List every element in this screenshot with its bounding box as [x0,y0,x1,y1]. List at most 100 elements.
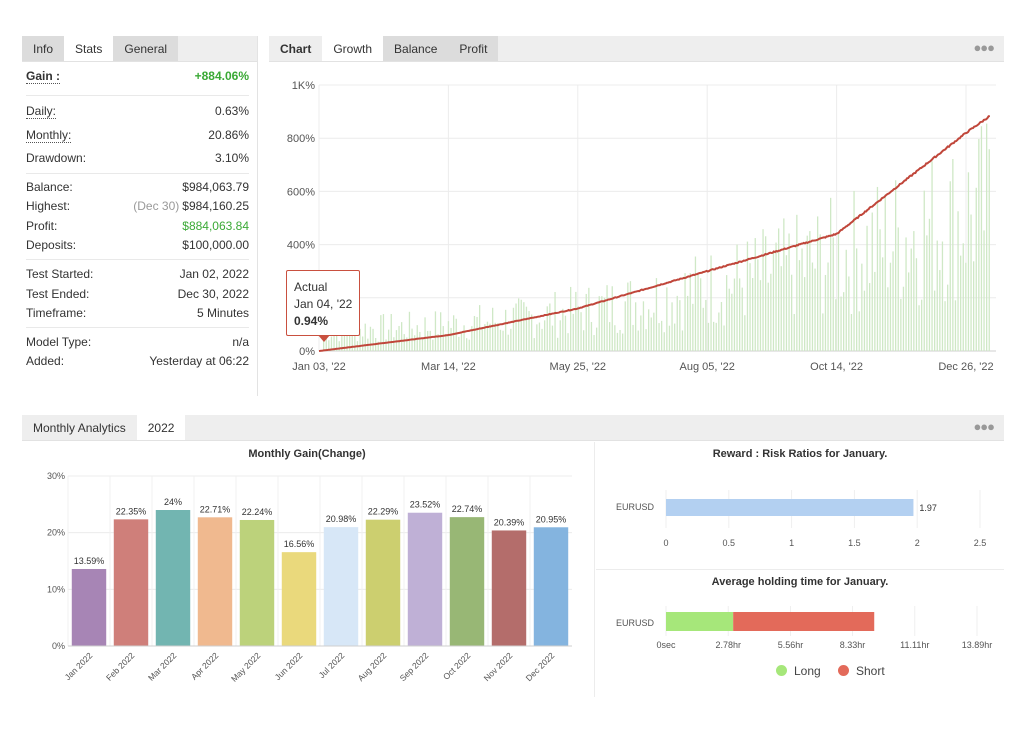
daily-bar [681,330,684,351]
daily-bar [598,296,600,351]
daily-bar [388,329,390,351]
daily-bar [611,286,613,351]
month-bar [281,552,317,646]
daily-bar [934,290,936,351]
stat-timeframe: Timeframe: 5 Minutes [26,306,249,324]
holding-time-title: Average holding time for January. [711,576,889,588]
daily-bar [330,336,333,351]
month-bar [323,527,359,646]
ellipsis-icon[interactable]: ●●● [973,419,995,434]
test-started-value: Jan 02, 2022 [179,267,249,281]
daily-bar [830,197,832,351]
daily-bar [923,190,925,351]
short-bar [733,612,875,631]
month-bar [533,527,569,646]
daily-bar [902,286,905,351]
daily-bar [728,288,730,351]
analytics-tabbar: Monthly Analytics 2022 [22,415,1004,441]
daily-bar [840,296,842,351]
monthly-label[interactable]: Monthly: [26,128,72,143]
tab-balance[interactable]: Balance [383,36,449,61]
daily-bar [577,306,580,351]
stat-highest: Highest: (Dec 30) $984,160.25 [26,199,249,217]
bar-value-label: 20.95% [536,514,567,524]
month-bar [407,512,443,646]
test-started-label: Test Started: [26,267,94,281]
daily-value: 0.63% [214,104,249,118]
daily-bar [624,301,626,351]
daily-bar [817,216,819,351]
x-tick-label: 2.78hr [715,640,741,650]
daily-bar [988,149,990,351]
stat-drawdown: Drawdown: 3.10% [26,151,249,169]
daily-bar [380,315,382,351]
stat-daily: Daily: 0.63% [26,104,249,122]
daily-bar [668,325,671,351]
bar-value-label: 13.59% [74,556,105,566]
stats-panel: Info Stats General Gain : +884.06% Daily… [22,36,257,376]
tab-year-2022[interactable]: 2022 [136,415,186,440]
bar-value-label: 20.39% [494,517,525,527]
daily-bar [512,307,515,351]
x-tick-label: 11.11hr [900,640,929,650]
daily-bar [858,311,860,351]
daily-bar [793,313,795,351]
daily-bar [962,243,964,351]
daily-bar [866,225,868,351]
highest-label: Highest: [26,199,71,213]
daily-bar [965,262,967,351]
daily-bar [354,324,356,351]
tooltip-title: Actual [294,280,328,294]
daily-bar [544,320,546,351]
balance-value: $984,063.79 [182,180,249,194]
daily-bar [401,322,403,351]
x-tick-label: 13.89hr [962,640,993,650]
tab-profit[interactable]: Profit [448,36,499,61]
daily-bar [983,230,985,351]
daily-bar [707,322,710,351]
daily-bar [918,305,920,351]
tab-monthly-analytics[interactable]: Monthly Analytics [22,415,137,440]
daily-bar [447,321,450,351]
daily-bar [879,229,881,351]
daily-bar [658,323,660,351]
daily-bar [705,299,707,351]
daily-bar [653,312,655,351]
tab-growth[interactable]: Growth [322,36,384,61]
daily-bar [536,324,538,351]
stat-test-ended: Test Ended: Dec 30, 2022 [26,287,249,305]
daily-bar [484,324,486,351]
daily-bar [819,234,821,351]
tab-info[interactable]: Info [22,36,65,61]
tab-stats[interactable]: Stats [64,36,114,61]
daily-bar [731,293,733,351]
daily-bar [385,339,387,351]
legend-long[interactable]: Long [776,664,821,678]
daily-bar [856,248,858,351]
daily-bar [458,336,460,351]
gain-label[interactable]: Gain : [26,69,61,84]
x-tick-label: Nov 2022 [482,650,515,683]
daily-bar [913,231,915,351]
daily-label[interactable]: Daily: [26,104,57,119]
daily-bar [778,228,780,351]
daily-bar [549,303,551,351]
daily-bar [947,284,949,351]
daily-bar [785,255,788,351]
daily-bar [585,293,587,351]
x-tick-label: 0sec [656,640,676,650]
ellipsis-icon[interactable]: ●●● [973,40,995,55]
daily-bar [822,313,824,351]
category-label: EURUSD [616,502,655,512]
tab-chart[interactable]: Chart [280,42,312,56]
tab-general[interactable]: General [113,36,179,61]
daily-bar [772,252,775,351]
y-tick-label: 0% [299,346,315,358]
daily-bar [915,258,918,351]
legend-short[interactable]: Short [838,664,885,678]
daily-bar [715,322,717,351]
highest-value: $984,160.25 [182,199,249,213]
daily-bar [733,278,736,351]
daily-bar [744,315,746,351]
daily-bar [853,190,855,351]
